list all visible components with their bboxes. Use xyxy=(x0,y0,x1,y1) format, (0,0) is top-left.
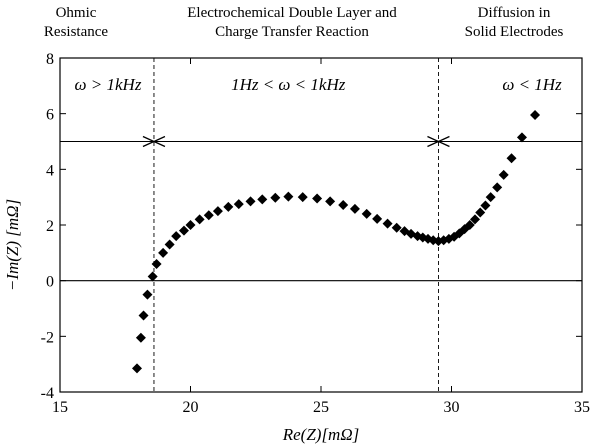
region-label-ohmic-line1: Ohmic xyxy=(55,5,97,21)
arrowhead-right-0 xyxy=(152,135,166,148)
data-point-25 xyxy=(361,208,372,219)
data-point-43 xyxy=(475,207,486,218)
data-point-46 xyxy=(492,182,503,193)
data-point-49 xyxy=(516,132,527,143)
y-tick-label--4: -4 xyxy=(41,385,54,402)
data-point-24 xyxy=(349,203,360,214)
data-point-21 xyxy=(312,193,323,204)
data-point-0 xyxy=(131,363,142,374)
data-point-41 xyxy=(464,220,475,230)
frequency-region-label-0: ω > 1kHz xyxy=(75,75,142,94)
y-tick-label-4: 4 xyxy=(46,162,54,179)
data-point-48 xyxy=(506,153,517,164)
data-point-45 xyxy=(485,192,496,203)
region-label-diffusion: Diffusion in Solid Electrodes xyxy=(436,4,592,42)
region-label-ohmic: Ohmic Resistance xyxy=(2,4,150,42)
data-point-8 xyxy=(171,231,182,242)
data-point-12 xyxy=(203,210,214,221)
region-label-ohmic-line2: Resistance xyxy=(43,24,109,40)
axis-ticks: 15 20 25 30 35 -4 -2 0 2 4 6 8 xyxy=(41,51,590,416)
region-label-diffusion-line2: Solid Electrodes xyxy=(464,24,564,40)
x-axis-label: Re(Z)[mΩ] xyxy=(282,425,360,444)
region-label-diffusion-line1: Diffusion in xyxy=(477,5,551,21)
data-point-42 xyxy=(469,214,480,225)
data-point-17 xyxy=(257,194,268,205)
data-point-50 xyxy=(530,110,541,121)
frequency-region-label-2: ω < 1Hz xyxy=(502,75,562,94)
data-point-14 xyxy=(223,201,234,212)
reference-lines xyxy=(60,58,582,392)
data-point-26 xyxy=(372,213,383,224)
data-point-28 xyxy=(391,222,402,233)
plot-frame xyxy=(59,57,583,393)
data-point-5 xyxy=(151,258,162,269)
data-point-10 xyxy=(185,220,196,230)
x-tick-label-30: 30 xyxy=(444,399,460,416)
data-point-16 xyxy=(245,196,256,207)
data-point-19 xyxy=(283,191,294,202)
region-label-edl-line1: Electrochemical Double Layer and xyxy=(187,5,397,21)
x-tick-label-15: 15 xyxy=(52,399,68,416)
y-axis-label: −Im(Z) [mΩ] xyxy=(3,199,22,291)
y-tick-label--2: -2 xyxy=(41,329,54,346)
data-markers xyxy=(131,110,541,374)
y-tick-label-0: 0 xyxy=(46,274,54,291)
data-point-23 xyxy=(338,199,349,210)
x-tick-label-25: 25 xyxy=(313,399,329,416)
data-point-15 xyxy=(233,199,244,210)
arrowhead-right-1 xyxy=(436,135,450,148)
x-tick-label-35: 35 xyxy=(574,399,590,416)
data-point-4 xyxy=(147,271,158,282)
x-tick-label-20: 20 xyxy=(183,399,199,416)
data-point-22 xyxy=(325,196,336,207)
data-point-47 xyxy=(498,169,509,180)
data-point-20 xyxy=(297,192,308,203)
y-tick-label-8: 8 xyxy=(46,51,54,68)
data-point-18 xyxy=(270,192,281,203)
region-label-edl: Electrochemical Double Layer and Charge … xyxy=(152,4,432,42)
region-label-edl-line2: Charge Transfer Reaction xyxy=(215,24,369,40)
data-point-6 xyxy=(158,247,169,258)
data-point-7 xyxy=(164,239,175,250)
frequency-region-label-1: 1Hz < ω < 1kHz xyxy=(231,75,346,94)
data-point-9 xyxy=(178,225,189,236)
data-point-44 xyxy=(480,200,491,211)
data-point-27 xyxy=(382,218,393,229)
data-point-1 xyxy=(135,332,146,343)
y-tick-label-2: 2 xyxy=(46,218,54,235)
data-point-2 xyxy=(138,310,149,321)
data-point-13 xyxy=(212,206,223,217)
frequency-region-labels: ω > 1kHz 1Hz < ω < 1kHz ω < 1Hz xyxy=(75,75,563,94)
data-point-11 xyxy=(194,214,205,225)
y-tick-label-6: 6 xyxy=(46,107,54,124)
data-point-3 xyxy=(142,289,153,300)
